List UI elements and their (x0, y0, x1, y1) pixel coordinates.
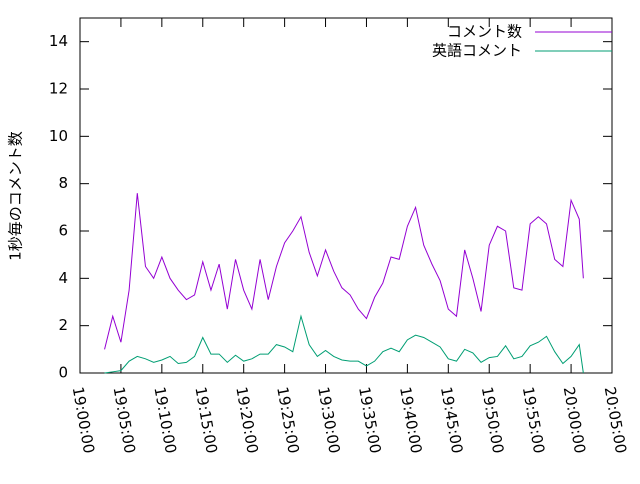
y-tick-label: 4 (58, 269, 68, 287)
y-tick-label: 10 (49, 127, 68, 145)
plot-border (79, 17, 613, 374)
y-tick-label: 14 (49, 32, 68, 50)
legend-label: コメント数 (447, 23, 522, 41)
y-tick-label: 12 (49, 80, 68, 98)
y-axis-label: 1秒毎のコメント数 (7, 131, 25, 261)
y-tick-label: 0 (58, 364, 68, 382)
series-line (104, 193, 584, 350)
series-line (104, 314, 584, 374)
legend-label: 英語コメント (432, 42, 522, 60)
y-tick-label: 6 (58, 222, 68, 240)
y-tick-label: 2 (58, 316, 68, 334)
y-tick-label: 8 (58, 174, 68, 192)
